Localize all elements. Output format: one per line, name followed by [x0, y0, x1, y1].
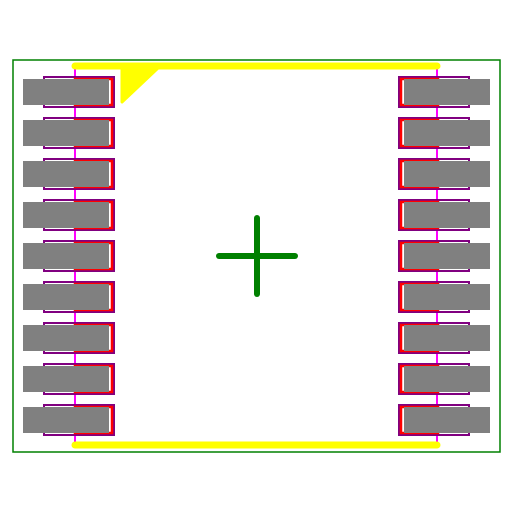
copper-pad [23, 120, 109, 146]
copper-pad [23, 325, 109, 351]
pad-right-2 [398, 117, 490, 149]
pad-left-1 [23, 76, 115, 108]
pad-right-3 [398, 158, 490, 190]
copper-pad [404, 120, 490, 146]
copper-pad [404, 366, 490, 392]
pad-right-8 [398, 363, 490, 395]
copper-pad [23, 284, 109, 310]
left-pad-column [23, 76, 115, 436]
courtyard-outline [12, 59, 501, 453]
pad-right-6 [398, 281, 490, 313]
pad-left-6 [23, 281, 115, 313]
silkscreen-outline [71, 62, 441, 449]
copper-pad [23, 366, 109, 392]
right-pad-column [398, 76, 490, 436]
copper-pad [23, 243, 109, 269]
copper-pad [404, 284, 490, 310]
pad-left-5 [23, 240, 115, 272]
copper-pad [23, 79, 109, 105]
pad-left-2 [23, 117, 115, 149]
copper-pad [404, 325, 490, 351]
copper-pad [404, 243, 490, 269]
copper-pad [404, 407, 490, 433]
pin1-marker [120, 66, 160, 104]
copper-pad [404, 202, 490, 228]
pad-right-1 [398, 76, 490, 108]
pad-right-7 [398, 322, 490, 354]
copper-pad [404, 161, 490, 187]
pad-right-5 [398, 240, 490, 272]
pad-left-9 [23, 404, 115, 436]
pad-left-8 [23, 363, 115, 395]
origin-crosshair [216, 215, 298, 297]
pad-right-9 [398, 404, 490, 436]
pad-left-3 [23, 158, 115, 190]
copper-pad [404, 79, 490, 105]
pad-left-4 [23, 199, 115, 231]
pad-left-7 [23, 322, 115, 354]
pad-right-4 [398, 199, 490, 231]
copper-pad [23, 202, 109, 228]
copper-pad [23, 161, 109, 187]
copper-pad [23, 407, 109, 433]
